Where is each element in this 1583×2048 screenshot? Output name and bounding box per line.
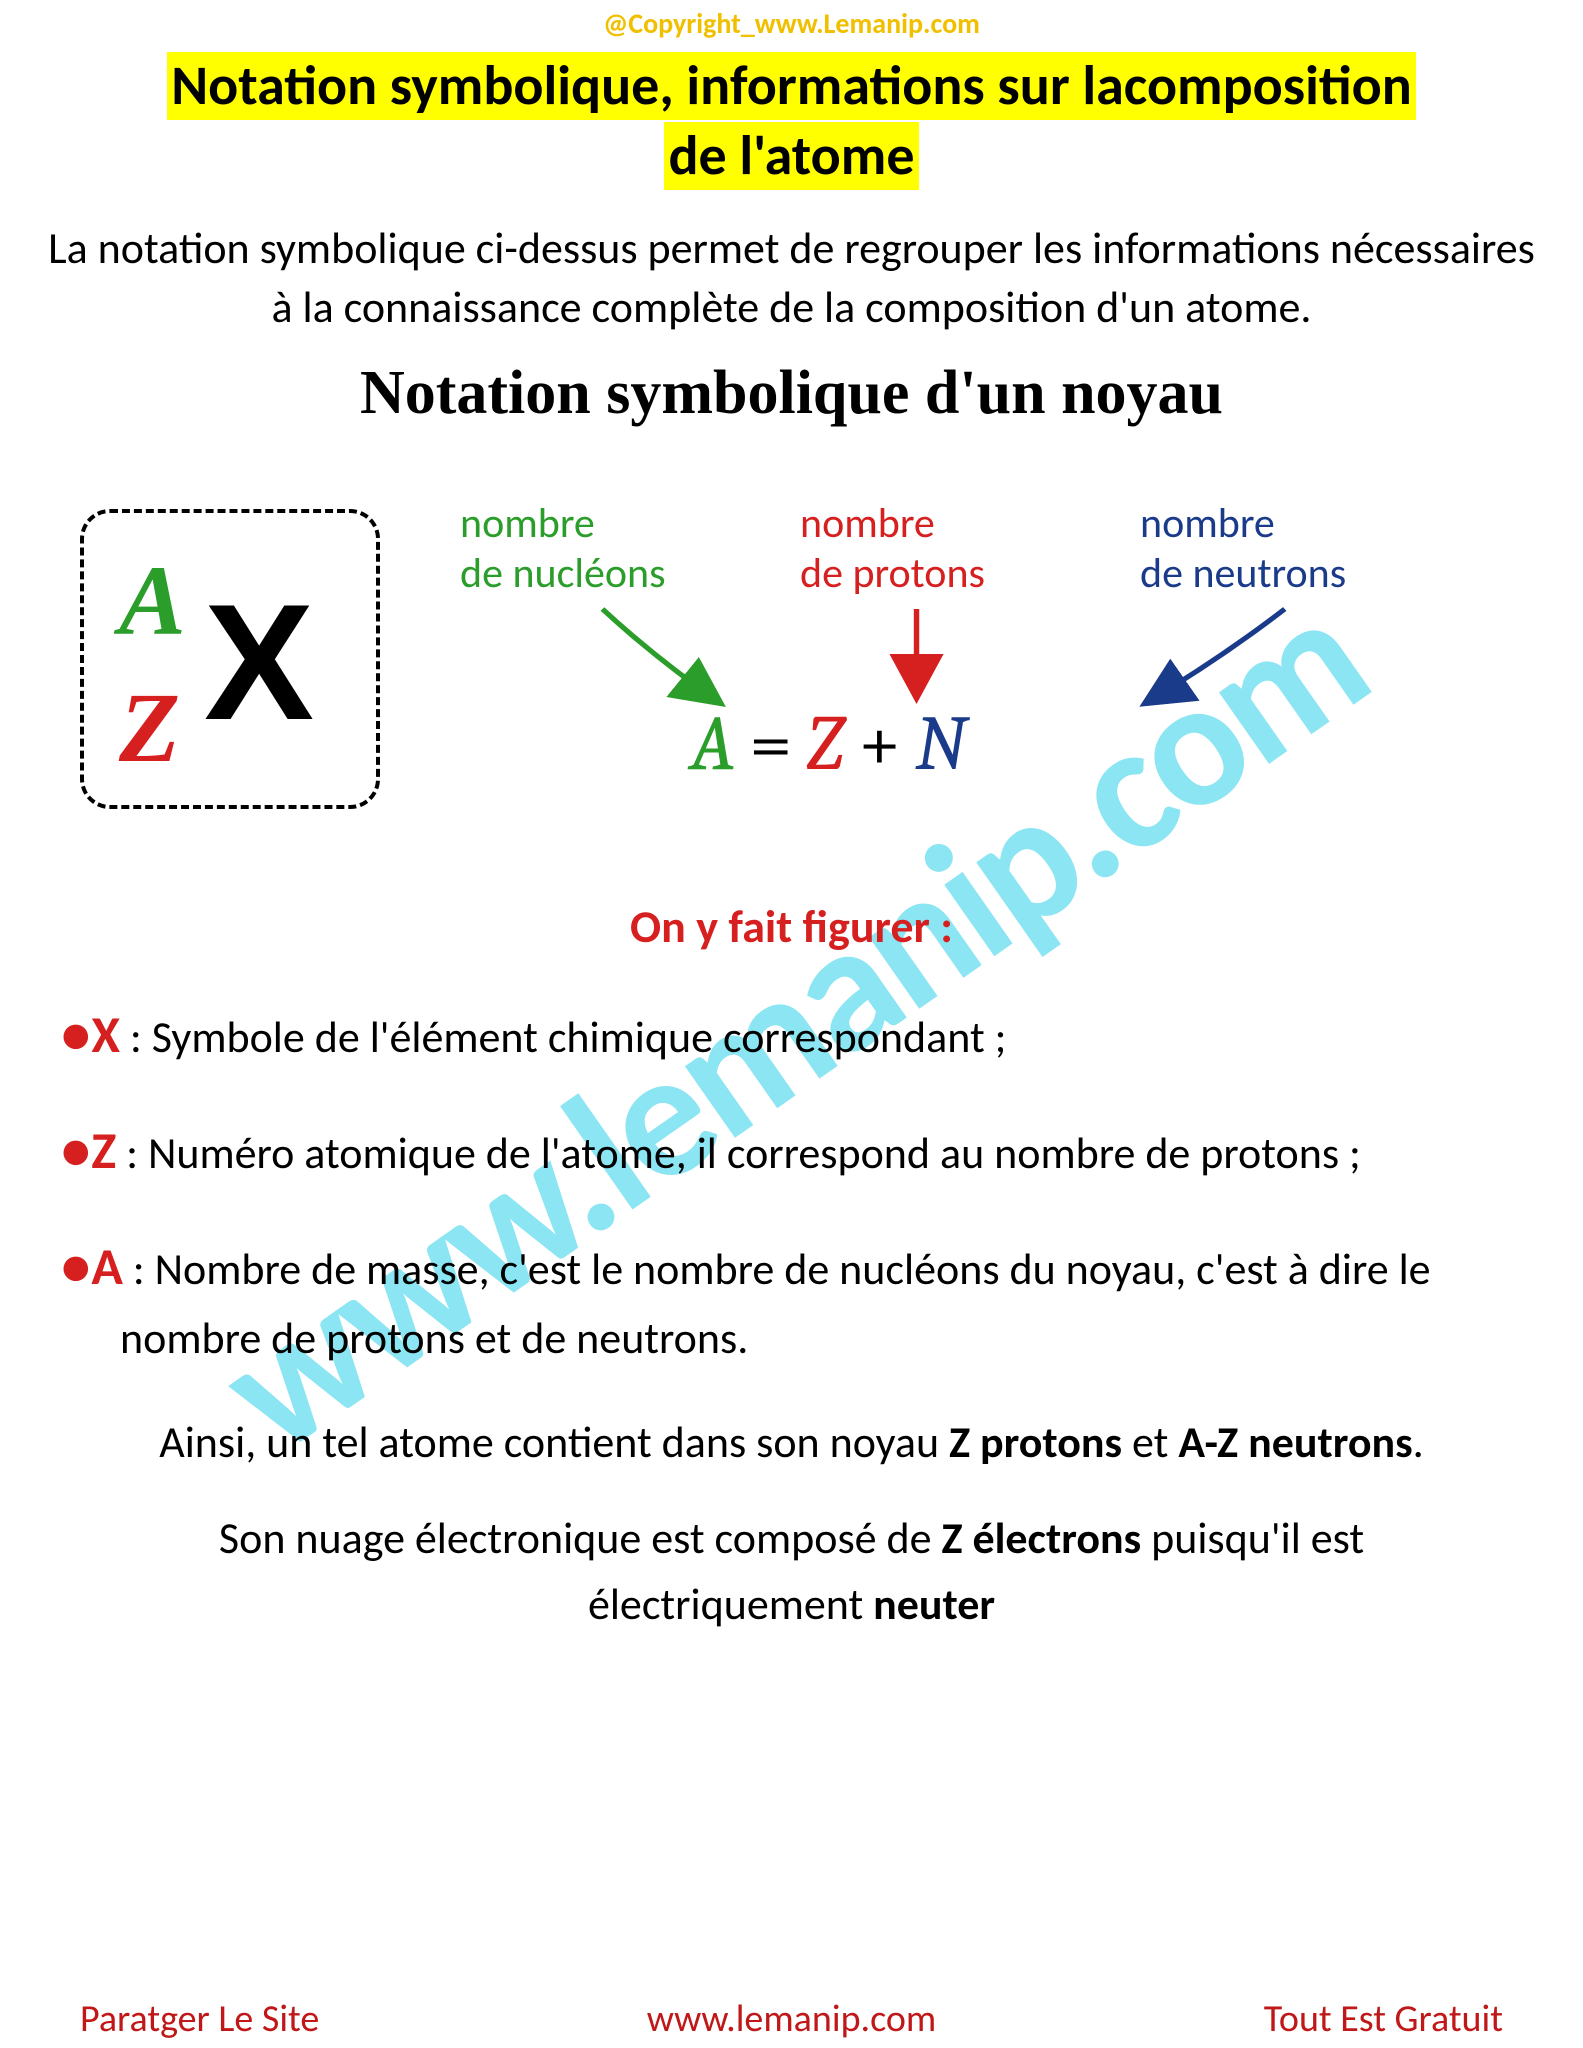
copyright-line: @Copyright_www.Lemanip.com [30,0,1553,51]
label-nucleons: nombre de nucléons [460,499,666,600]
footer-center: www.lemanip.com [647,1996,937,2042]
equation-Z: Z [806,699,844,789]
label-neutrons-l1: nombre [1140,498,1275,549]
equation-plus: + [844,699,915,789]
para1-pre: Ainsi, un tel atome contient dans son no… [159,1415,949,1469]
notation-atomic-number: Z [119,670,180,785]
bullet-item-z: ●Z : Numéro atomique de l'atome, il corr… [60,1111,1523,1189]
arrow-neutrons [1144,609,1285,704]
bullet-dot-icon: ● [60,1234,91,1298]
paragraph-conclusion-2: Son nuage électronique est composé de Z … [30,1505,1553,1637]
para1-bold-1: Z protons [949,1415,1122,1469]
section-header: On y fait figurer : [30,899,1553,955]
equation-N: N [915,699,966,789]
notation-box: A Z X [80,509,380,809]
bullet-text-x: : Symbole de l'élément chimique correspo… [120,1010,1006,1064]
bullet-list: ●X : Symbole de l'élément chimique corre… [30,995,1553,1371]
label-protons-l2: de protons [800,548,985,599]
para1-bold-2: A-Z neutrons [1178,1415,1412,1469]
footer-left: Paratger Le Site [80,1996,319,2042]
page-content: @Copyright_www.Lemanip.com Notation symb… [0,0,1583,1637]
label-protons-l1: nombre [800,498,935,549]
equation-equals: = [735,699,806,789]
para2-bold-2: neuter [873,1577,995,1631]
label-neutrons: nombre de neutrons [1140,499,1346,600]
footer-right: Tout Est Gratuit [1264,1996,1503,2042]
notation-element-symbol: X [204,568,314,757]
bullet-dot-icon: ● [60,1118,91,1182]
bullet-item-a: ●A : Nombre de masse, c'est le nombre de… [60,1227,1523,1371]
bullet-letter-x: X [91,1002,120,1066]
title-line-1: Notation symbolique, informations sur la… [167,52,1416,120]
footer: Paratger Le Site www.lemanip.com Tout Es… [0,1996,1583,2042]
notation-mass-number: A [119,543,186,658]
intro-paragraph: La notation symbolique ci-dessus permet … [30,219,1553,338]
equation-area: nombre de nucléons nombre de protons nom… [440,499,1523,819]
bullet-dot-icon: ● [60,1002,91,1066]
bullet-letter-a: A [91,1234,123,1298]
equation: A=Z+N [690,699,966,789]
arrow-nucleons [602,609,721,704]
label-neutrons-l2: de neutrons [1140,548,1346,599]
bullet-text-z: : Numéro atomique de l'atome, il corresp… [116,1126,1361,1180]
title-line-2: de l'atome [664,122,918,190]
para2-bold-1: Z électrons [941,1511,1141,1565]
label-nucleons-l1: nombre [460,498,595,549]
subheading: Notation symbolique d'un noyau [30,358,1553,429]
label-protons: nombre de protons [800,499,985,600]
bullet-item-x: ●X : Symbole de l'élément chimique corre… [60,995,1523,1073]
para1-mid: et [1122,1415,1178,1469]
bullet-text-a: : Nombre de masse, c'est le nombre de nu… [120,1242,1431,1365]
label-nucleons-l2: de nucléons [460,548,666,599]
bullet-letter-z: Z [91,1118,116,1182]
diagram-row: A Z X nombre de nucléons nombre de proto… [30,499,1553,869]
para2-pre: Son nuage électronique est composé de [219,1511,942,1565]
equation-A: A [690,699,735,789]
page-title: Notation symbolique, informations sur la… [30,51,1553,191]
paragraph-conclusion-1: Ainsi, un tel atome contient dans son no… [30,1409,1553,1475]
para1-post: . [1413,1415,1424,1469]
